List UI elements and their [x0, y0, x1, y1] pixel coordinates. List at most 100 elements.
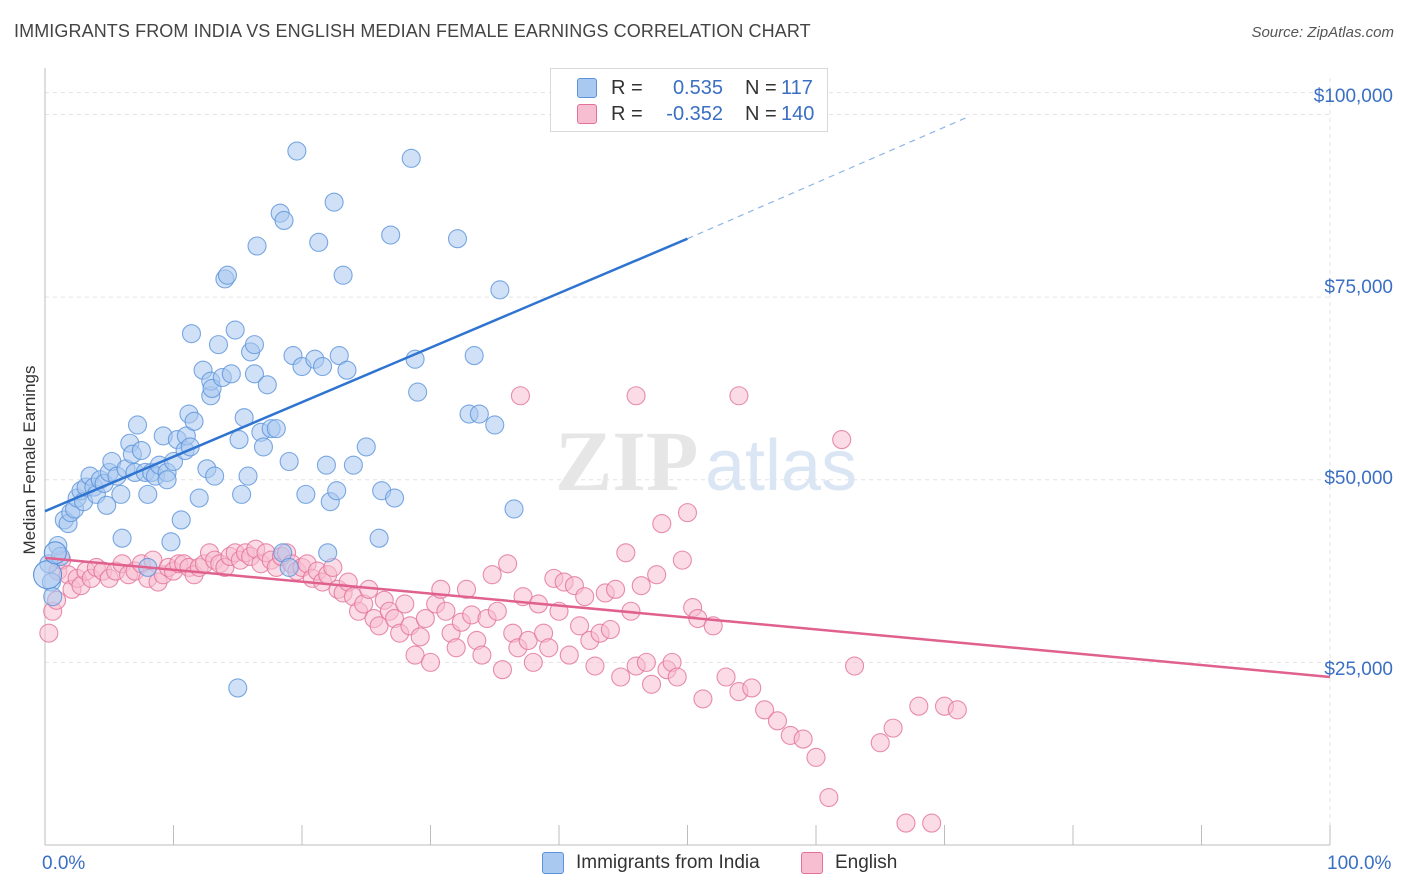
data-point [318, 543, 338, 563]
y-axis-label: Median Female Earnings [20, 365, 39, 555]
data-point [410, 627, 430, 647]
data-point [605, 579, 626, 599]
data-point [228, 678, 248, 698]
trend-line-india-extension [687, 115, 971, 240]
data-point [641, 674, 662, 694]
data-point [909, 696, 929, 716]
legend-item-india[interactable]: Immigrants from India [542, 852, 760, 874]
data-point [217, 265, 238, 285]
legend-label: Immigrants from India [576, 852, 760, 873]
n-value: 140 [781, 102, 815, 125]
data-point [436, 601, 456, 621]
data-point [487, 601, 507, 621]
data-point [244, 335, 265, 355]
data-point [469, 404, 489, 424]
r-label: R = [611, 76, 643, 99]
data-point [498, 554, 518, 574]
data-point [793, 729, 813, 749]
data-point [138, 484, 158, 504]
data-point [111, 484, 131, 504]
data-point [677, 503, 698, 523]
english-legend-swatch [801, 852, 823, 874]
data-point [570, 616, 590, 636]
english-points [39, 386, 967, 833]
data-point [333, 265, 353, 285]
chart-source: Source: ZipAtlas.com [1251, 24, 1394, 41]
data-point [504, 499, 524, 519]
data-point [631, 576, 651, 596]
data-point [667, 667, 687, 687]
watermark-zip: ZIP [555, 413, 698, 509]
data-point [870, 733, 890, 753]
data-point [43, 587, 63, 607]
data-point [356, 437, 376, 457]
x-tick-label-right: 100.0% [1327, 853, 1392, 874]
data-point [539, 638, 559, 658]
data-point [253, 437, 274, 457]
data-point [611, 667, 631, 687]
data-point [518, 630, 538, 651]
stats-row-india: R = 0.535 N = 117 [577, 76, 813, 100]
data-point [39, 623, 59, 643]
data-point [510, 386, 531, 406]
data-point [97, 495, 117, 515]
r-value: -0.352 [666, 102, 723, 125]
axes [44, 68, 1331, 846]
trend-line-english [44, 556, 1331, 679]
data-point [600, 619, 620, 640]
data-point [844, 656, 865, 676]
data-point [947, 700, 967, 720]
data-point [232, 484, 252, 504]
trend-line-india [44, 237, 688, 513]
data-point [523, 652, 543, 672]
data-point [189, 488, 209, 508]
data-point [485, 415, 505, 435]
data-point [415, 609, 435, 629]
data-point [626, 386, 646, 406]
data-point [238, 466, 258, 486]
data-point [369, 528, 389, 548]
data-point [184, 411, 204, 431]
data-point [456, 579, 477, 599]
data-point [171, 510, 191, 530]
data-point [316, 455, 336, 475]
data-point [405, 645, 425, 665]
data-point [257, 375, 277, 395]
stats-row-english: R = -0.352 N = 140 [577, 102, 814, 126]
data-point [490, 280, 510, 300]
data-point [313, 356, 333, 377]
data-point [244, 364, 265, 384]
y-tick-label: $50,000 [1324, 468, 1393, 489]
data-point [575, 587, 595, 607]
data-point [922, 813, 942, 833]
r-value: 0.535 [672, 76, 723, 99]
data-point [229, 430, 249, 450]
data-point [309, 232, 329, 252]
watermark-atlas: atlas [705, 426, 857, 506]
data-point [636, 652, 656, 672]
data-point [161, 532, 181, 552]
data-point [716, 667, 736, 687]
y-tick-label: $25,000 [1324, 659, 1393, 680]
data-point [408, 382, 428, 402]
india-legend-swatch [542, 852, 564, 874]
data-point [832, 430, 852, 450]
data-point [287, 141, 307, 161]
stats-legend: R = 0.535 N = 117 R = -0.352 N = 140 [550, 68, 828, 132]
data-point [205, 466, 225, 486]
legend-item-english[interactable]: English [801, 852, 897, 874]
n-value: 117 [781, 76, 813, 99]
data-point [131, 440, 151, 461]
data-point [616, 543, 636, 563]
trend-lines [44, 115, 1331, 679]
data-point [647, 565, 667, 585]
data-point [767, 711, 788, 731]
data-point [369, 616, 389, 636]
data-point [296, 484, 316, 504]
y-tick-label: $100,000 [1313, 86, 1393, 107]
data-point [157, 470, 177, 490]
data-point [181, 324, 202, 344]
data-point [464, 346, 484, 366]
data-point [585, 656, 605, 676]
data-point [672, 550, 692, 570]
